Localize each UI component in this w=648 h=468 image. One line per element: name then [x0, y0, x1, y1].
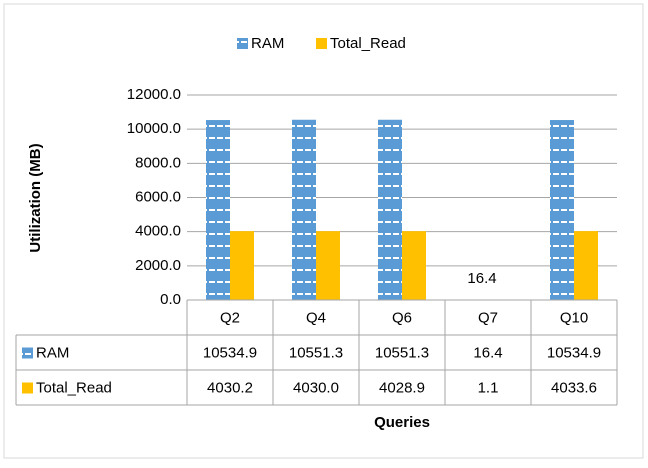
table-cell: 10534.9 — [203, 344, 257, 361]
y-tick-label: 0.0 — [160, 291, 181, 308]
table-cell: 4030.0 — [293, 379, 339, 396]
x-axis-title: Queries — [374, 414, 430, 431]
table-cell: 4033.6 — [551, 379, 597, 396]
x-tick-label: Q6 — [392, 309, 412, 326]
bar — [402, 231, 426, 300]
y-tick-label: 4000.0 — [135, 223, 181, 240]
table-legend-swatch — [22, 383, 33, 394]
table-cell: 1.1 — [478, 379, 499, 396]
legend-swatch — [237, 38, 248, 49]
x-tick-label: Q2 — [220, 309, 240, 326]
y-tick-label: 8000.0 — [135, 154, 181, 171]
y-tick-label: 6000.0 — [135, 188, 181, 205]
table-legend-swatch — [22, 348, 33, 359]
bar — [292, 120, 316, 300]
table-cell: 16.4 — [473, 344, 502, 361]
x-tick-label: Q4 — [306, 309, 326, 326]
legend-swatch — [316, 38, 327, 49]
x-tick-label: Q7 — [478, 309, 498, 326]
bar — [378, 120, 402, 300]
bar — [316, 231, 340, 300]
bar — [206, 120, 230, 300]
table-cell: 4028.9 — [379, 379, 425, 396]
y-tick-label: 10000.0 — [127, 120, 181, 137]
y-tick-label: 12000.0 — [127, 86, 181, 103]
y-tick-label: 2000.0 — [135, 257, 181, 274]
x-tick-label: Q10 — [560, 309, 588, 326]
bar — [574, 231, 598, 300]
table-cell: 10551.3 — [289, 344, 343, 361]
y-axis-title: Utilization (MB) — [27, 143, 44, 252]
table-row-label: RAM — [36, 344, 69, 361]
table-cell: 10534.9 — [547, 344, 601, 361]
table-row-label: Total_Read — [36, 379, 112, 396]
legend-label: Total_Read — [330, 35, 406, 52]
bar — [230, 231, 254, 300]
data-label: 16.4 — [467, 270, 496, 287]
table-cell: 4030.2 — [207, 379, 253, 396]
bar — [550, 120, 574, 300]
legend-label: RAM — [251, 35, 284, 52]
table-cell: 10551.3 — [375, 344, 429, 361]
